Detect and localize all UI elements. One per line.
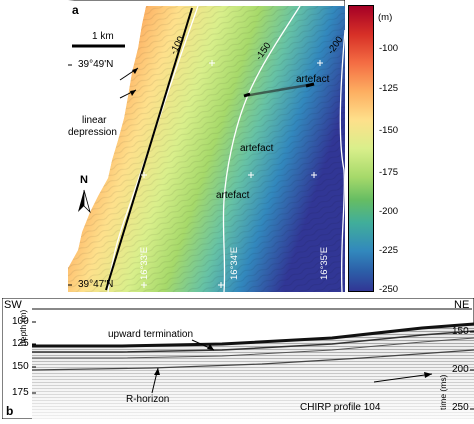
artefact-label-1: artefact [296,74,330,85]
depth-tick-100: 100 [12,316,29,327]
panel-b-letter: b [6,404,14,418]
depth-colorbar [348,5,374,292]
sw-label: SW [4,299,22,311]
time-tick-150: 150 [452,326,469,337]
colorbar-tick-100: -100 [379,43,399,54]
longitude-label-3: 16°35'E [319,246,331,281]
north-label: N [80,174,88,186]
linear-depression-line [105,7,193,291]
depth-tick-125: 125 [12,338,29,349]
scale-bar-label: 1 km [92,31,114,42]
colorbar-tick-200: -200 [379,206,399,217]
ne-label: NE [454,299,470,311]
depth-tick-150: 150 [12,361,29,372]
depth-tick-175: 175 [12,387,29,398]
longitude-label-2: 16°34'E [229,246,241,281]
grid-crosses [141,60,323,288]
contour-150 [222,5,301,293]
colorbar-tick-250: -250 [379,284,399,295]
time-tick-200: 200 [452,364,469,375]
panel-a-letter: a [72,3,79,17]
artefact-label-2: artefact [240,143,274,154]
time-tick-250: 250 [452,402,469,413]
time-axis-label: time (ms) [438,374,448,410]
artefact-label-3: artefact [216,190,250,201]
seismic-profile [1,297,474,420]
bathymetry-map [67,0,346,293]
colorbar-tick-150: -150 [379,125,399,136]
contour-200 [339,29,346,293]
linear-depression-label-1: linear [82,115,107,126]
north-arrow-icon [78,189,91,214]
linear-depression-label-2: depression [68,127,117,138]
colorbar-unit: (m) [378,12,393,23]
seismic-profile-panel: b SW NE depth (m) 100 125 150 175 time (… [1,297,474,420]
latitude-top-label: 39°49'N [78,59,114,70]
seafloor-reflector [32,322,474,348]
colorbar-tick-225: -225 [379,245,399,256]
r-horizon-label: R-horizon [126,394,170,405]
upward-termination-label: upward termination [108,329,194,340]
latitude-bottom-label: 39°47'N [78,279,114,290]
r-horizon-reflector [31,349,474,371]
colorbar-tick-125: -125 [379,83,399,94]
chirp-profile-label: CHIRP profile 104 [300,402,381,413]
longitude-label-1: 16°33'E [139,246,151,281]
colorbar-tick-175: -175 [379,167,399,178]
bathymetry-map-panel: a 1 km 39°49'N 39°47'N linear depression… [67,0,346,293]
